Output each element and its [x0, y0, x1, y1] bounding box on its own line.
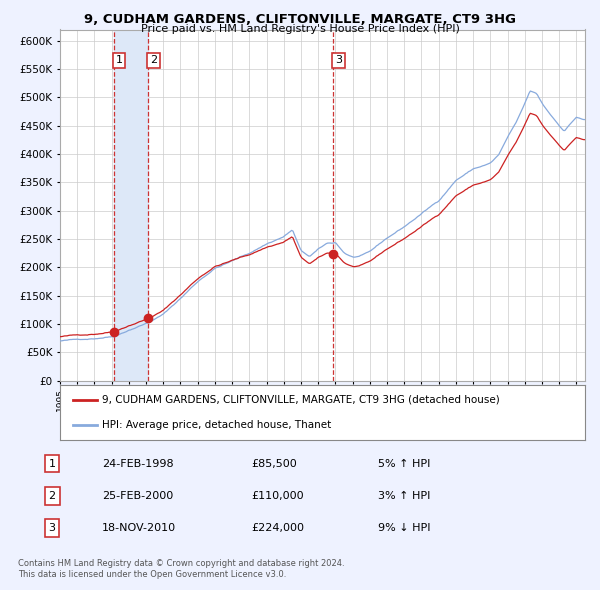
Text: 3: 3: [49, 523, 56, 533]
Text: 1: 1: [49, 458, 56, 468]
Text: 2: 2: [49, 491, 56, 501]
Text: Contains HM Land Registry data © Crown copyright and database right 2024.: Contains HM Land Registry data © Crown c…: [18, 559, 344, 568]
Text: 25-FEB-2000: 25-FEB-2000: [102, 491, 173, 501]
Text: 1: 1: [116, 55, 122, 65]
Text: HPI: Average price, detached house, Thanet: HPI: Average price, detached house, Than…: [102, 420, 331, 430]
Text: 5% ↑ HPI: 5% ↑ HPI: [378, 458, 430, 468]
Text: Price paid vs. HM Land Registry's House Price Index (HPI): Price paid vs. HM Land Registry's House …: [140, 24, 460, 34]
Text: 3: 3: [335, 55, 342, 65]
Text: 9, CUDHAM GARDENS, CLIFTONVILLE, MARGATE, CT9 3HG: 9, CUDHAM GARDENS, CLIFTONVILLE, MARGATE…: [84, 13, 516, 26]
Text: This data is licensed under the Open Government Licence v3.0.: This data is licensed under the Open Gov…: [18, 571, 286, 579]
Text: 9% ↓ HPI: 9% ↓ HPI: [378, 523, 430, 533]
Text: 2: 2: [150, 55, 157, 65]
Text: 3% ↑ HPI: 3% ↑ HPI: [378, 491, 430, 501]
Bar: [114, 30, 148, 381]
Text: £85,500: £85,500: [251, 458, 296, 468]
Text: 9, CUDHAM GARDENS, CLIFTONVILLE, MARGATE, CT9 3HG (detached house): 9, CUDHAM GARDENS, CLIFTONVILLE, MARGATE…: [102, 395, 500, 405]
Text: 18-NOV-2010: 18-NOV-2010: [102, 523, 176, 533]
Text: £110,000: £110,000: [251, 491, 304, 501]
Text: 24-FEB-1998: 24-FEB-1998: [102, 458, 173, 468]
Text: £224,000: £224,000: [251, 523, 304, 533]
